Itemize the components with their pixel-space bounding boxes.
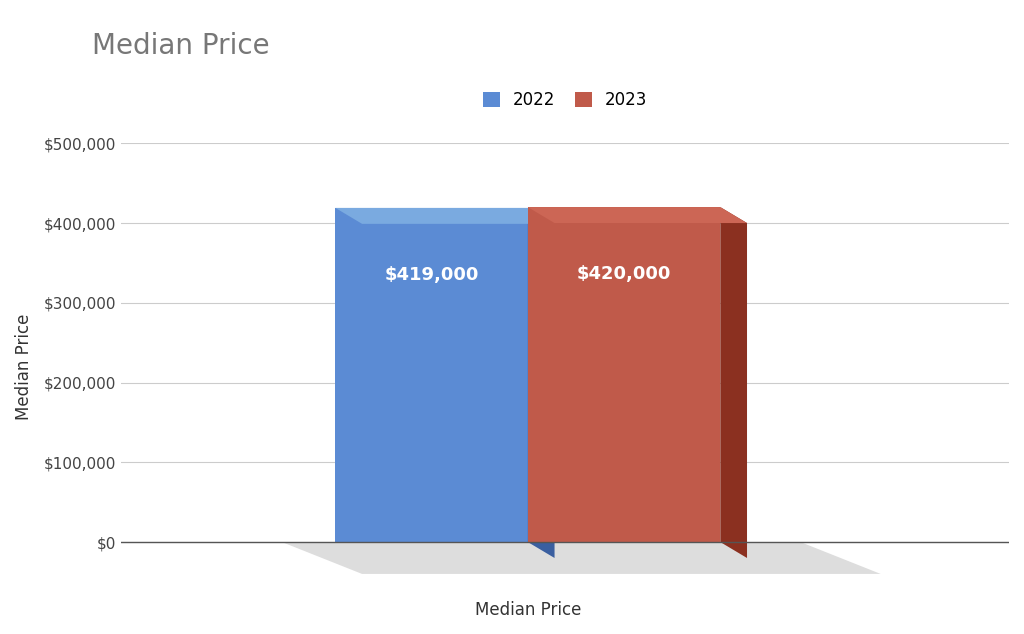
Legend: 2022, 2023: 2022, 2023	[476, 84, 654, 116]
Text: Median Price: Median Price	[92, 32, 269, 60]
Polygon shape	[335, 208, 527, 542]
Text: $419,000: $419,000	[384, 266, 479, 284]
Polygon shape	[282, 542, 881, 574]
Text: $420,000: $420,000	[577, 265, 672, 283]
Polygon shape	[527, 207, 720, 542]
Polygon shape	[335, 208, 555, 224]
Y-axis label: Median Price: Median Price	[15, 313, 33, 420]
Polygon shape	[720, 207, 748, 558]
Polygon shape	[527, 208, 555, 558]
Polygon shape	[527, 207, 748, 223]
